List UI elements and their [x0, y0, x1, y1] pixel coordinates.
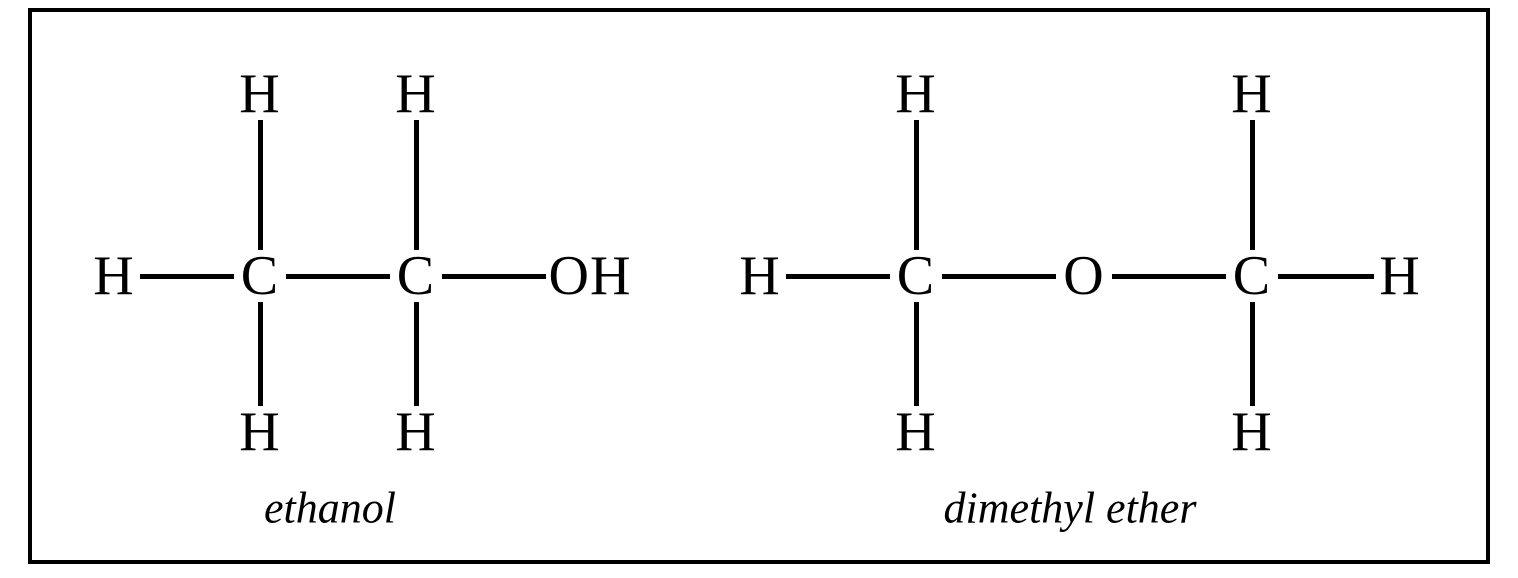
atom-dimethyl-ether-He: H [895, 404, 937, 460]
bond-dimethyl-ether-Ca-He [914, 302, 919, 406]
atom-ethanol-H1: H [93, 248, 135, 304]
atom-dimethyl-ether-Hf: H [1231, 404, 1273, 460]
bond-ethanol-C2-OH [442, 274, 546, 279]
atom-dimethyl-ether-Ha: H [739, 248, 781, 304]
bond-dimethyl-ether-Ha-Ca [786, 274, 890, 279]
atom-ethanol-H5: H [395, 404, 437, 460]
bond-dimethyl-ether-O-Cb [1112, 274, 1226, 279]
bond-ethanol-H3-C2 [414, 120, 419, 250]
atom-ethanol-C1: C [241, 248, 279, 304]
bond-ethanol-C2-H5 [414, 302, 419, 406]
atom-dimethyl-ether-Hc: H [895, 66, 937, 122]
atom-ethanol-H4: H [239, 404, 281, 460]
atom-ethanol-OH: OH [548, 248, 631, 304]
atom-dimethyl-ether-Cb: C [1233, 248, 1271, 304]
bond-dimethyl-ether-Cb-Hb [1278, 274, 1374, 279]
atom-ethanol-H3: H [395, 66, 437, 122]
atom-ethanol-C2: C [397, 248, 435, 304]
bond-ethanol-H2-C1 [258, 120, 263, 250]
bond-ethanol-C1-C2 [286, 274, 390, 279]
atom-dimethyl-ether-Ca: C [897, 248, 935, 304]
bond-dimethyl-ether-Hd-Cb [1250, 120, 1255, 250]
atom-ethanol-H2: H [239, 66, 281, 122]
atom-dimethyl-ether-Hb: H [1379, 248, 1421, 304]
bond-ethanol-C1-H4 [258, 302, 263, 406]
atom-dimethyl-ether-O: O [1063, 248, 1105, 304]
bond-ethanol-H1-C1 [140, 274, 234, 279]
caption-dimethyl-ether: dimethyl ether [944, 483, 1197, 534]
caption-ethanol: ethanol [264, 483, 396, 534]
bond-dimethyl-ether-Hc-Ca [914, 120, 919, 250]
bond-dimethyl-ether-Cb-Hf [1250, 302, 1255, 406]
atom-dimethyl-ether-Hd: H [1231, 66, 1273, 122]
bond-dimethyl-ether-Ca-O [942, 274, 1056, 279]
